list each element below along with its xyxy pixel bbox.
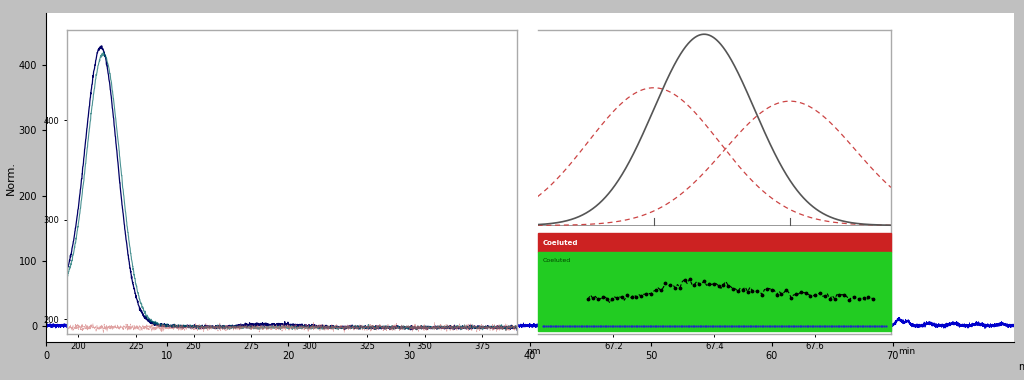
Bar	[538, 252, 891, 331]
Text: Coeluted: Coeluted	[543, 258, 571, 263]
Text: nm: nm	[526, 347, 541, 356]
Text: 66.735 - Compound K: 66.735 - Compound K	[855, 104, 864, 196]
Text: min: min	[898, 347, 915, 356]
Bar	[538, 233, 891, 252]
Text: Coeluted: Coeluted	[543, 240, 579, 245]
Text: min: min	[1019, 362, 1024, 372]
Y-axis label: Norm.: Norm.	[6, 161, 15, 195]
